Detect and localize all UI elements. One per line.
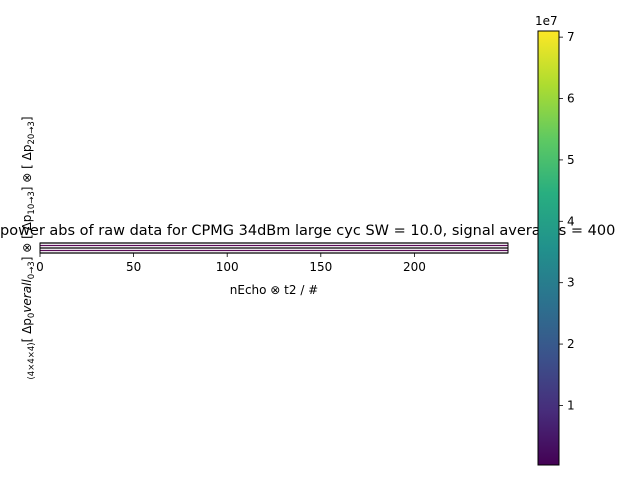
x-tick-label: 100: [216, 260, 239, 274]
x-axis: 0 50 100 150 200: [36, 253, 426, 274]
colorbar-exponent-label: 1e7: [535, 14, 558, 28]
colorbar-tick-label: 6: [567, 92, 575, 106]
colorbar-tick-label: 1: [567, 398, 575, 412]
y-axis-label-part: ]: [20, 116, 34, 121]
colorbar-tick-label: 7: [567, 30, 575, 44]
y-axis-label-part: 0→3: [27, 191, 37, 209]
y-axis-label: (4×4×4)[ Δp0verall0→3] ⊗ [ Δp10→3] ⊗ [ Δ…: [20, 116, 37, 379]
x-axis-label: nEcho ⊗ t2 / #: [230, 283, 318, 297]
chart-title: power abs of raw data for CPMG 34dBm lar…: [0, 223, 615, 239]
y-axis-label-part: 0→3: [27, 121, 37, 139]
colorbar: 1 2 3 4 5 6 7 1e7: [535, 14, 575, 466]
x-tick-label: 150: [309, 260, 332, 274]
colorbar-tick-label: 2: [567, 337, 575, 351]
y-axis-label-part: ] ⊗ [ Δp: [20, 215, 34, 262]
y-axis-label-part: 1: [27, 209, 37, 214]
y-axis-label-part: ] ⊗ [ Δp: [20, 145, 34, 192]
colorbar-tick-label: 3: [567, 276, 575, 290]
y-axis-label-part: 0→3: [27, 261, 37, 279]
x-tick-label: 50: [126, 260, 141, 274]
x-tick-label: 0: [36, 260, 44, 274]
colorbar-gradient: [537, 30, 560, 466]
colorbar-tick-label: 5: [567, 153, 575, 167]
y-axis-label-part: 2: [27, 139, 37, 144]
y-axis-label-part: 0: [27, 313, 37, 318]
colorbar-tick-label: 4: [567, 214, 575, 228]
y-axis-label-part: [ Δp: [20, 318, 34, 342]
plot-area: [39, 242, 509, 254]
y-axis-label-part: verall: [20, 279, 34, 313]
x-tick-label: 200: [403, 260, 426, 274]
y-axis-label-part: (4×4×4): [27, 342, 37, 379]
plot-frame: [39, 242, 509, 254]
